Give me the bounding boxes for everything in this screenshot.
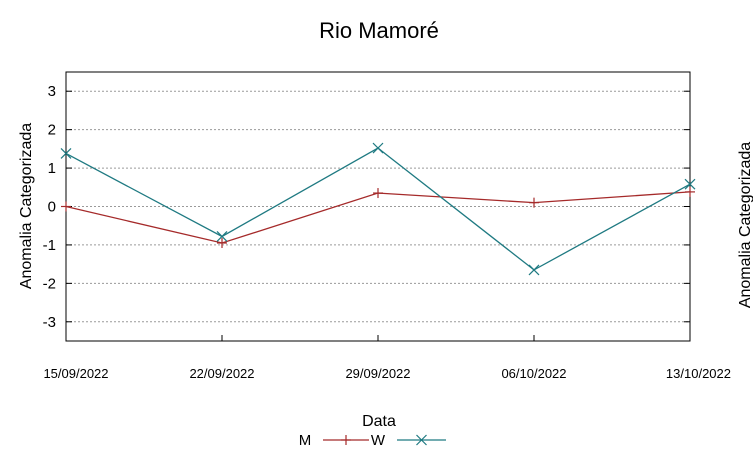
data-point-w [372,142,384,154]
y-tick-label: -3 [43,314,56,331]
grid-lines [66,90,690,323]
x-tick-label: 06/10/2022 [501,366,566,381]
y-tick-label: -1 [43,237,56,254]
data-point-m [61,201,71,212]
data-point-w [528,264,540,276]
x-tick-label: 13/10/2022 [666,366,731,381]
chart-title: Rio Mamoré [319,18,439,43]
y-axis-label: Anomalia Categorizada [18,123,35,289]
data-point-w [60,148,72,159]
series-line-w [65,147,691,271]
y-tick-label: 3 [48,83,56,100]
y-tick-label: 0 [48,199,56,216]
data-point-m [217,238,227,249]
x-tick-label: 22/09/2022 [189,366,254,381]
second-y-axis-label-clipped: Anomalia Categorizada [737,142,753,308]
y-axis-ticks: -3 -2 -1 0 1 2 3 [43,83,690,331]
legend-marker-w [416,434,427,446]
data-point-m [529,197,539,208]
y-tick-label: 2 [48,122,56,139]
x-tick-label: 29/09/2022 [345,366,410,381]
legend-label-w: W [371,432,386,449]
data-point-m [373,188,383,199]
y-tick-label: -2 [43,275,56,292]
y-tick-label: 1 [48,160,56,177]
data-point-m [685,186,695,197]
legend-marker-m [341,435,351,445]
x-tick-label: 15/09/2022 [43,366,108,381]
series-lines [60,142,696,276]
x-axis-label: Data [362,413,396,430]
legend-label-m: M [299,432,312,449]
data-point-w [684,178,696,190]
x-axis-ticks: 15/09/2022 22/09/2022 29/09/2022 06/10/2022… [43,335,731,381]
data-point-w [216,231,228,242]
